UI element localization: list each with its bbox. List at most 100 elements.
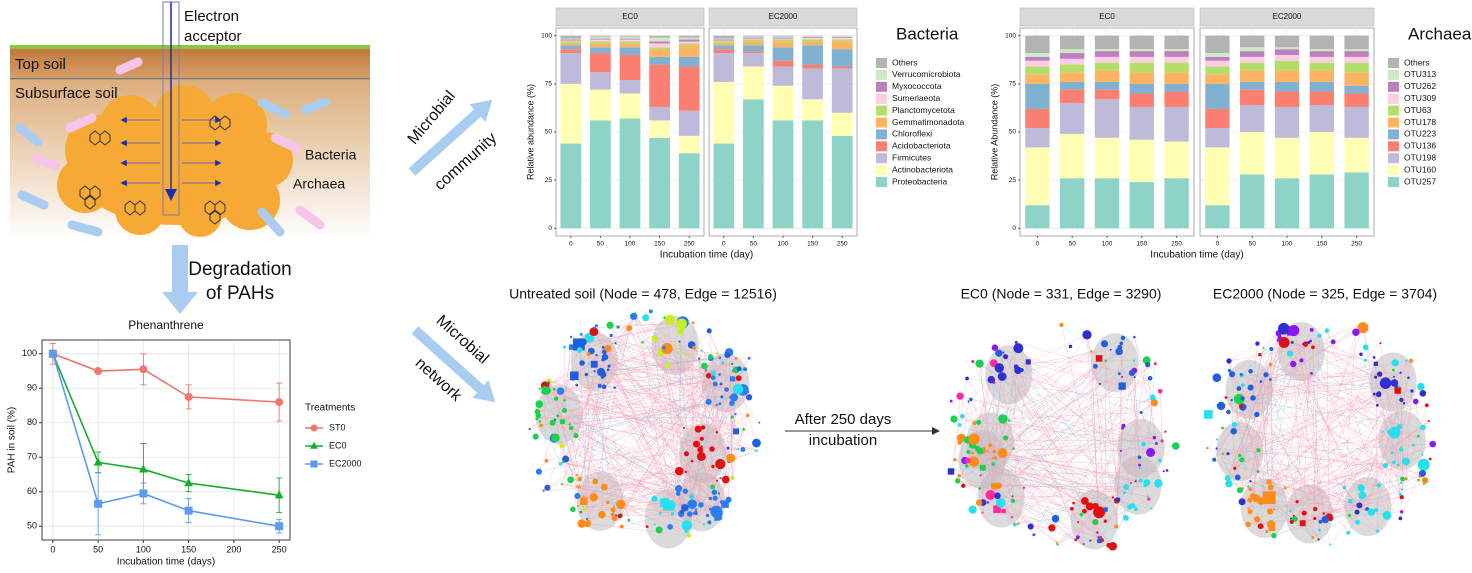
network-edge [959,396,985,449]
bar-segment [1060,58,1085,65]
network-node [1150,398,1159,407]
legend-marker [310,460,318,468]
network-edge [1241,381,1262,502]
network-node [1372,356,1376,359]
bar-segment [1094,178,1120,229]
network-edge [679,341,730,462]
network-edge [1273,420,1429,536]
bar-segment [1205,74,1230,84]
network-node [1011,495,1014,498]
network-edge [588,328,630,522]
network-node [627,518,631,522]
network-edge [544,393,596,482]
bar-segment [590,47,611,54]
bar-segment [619,43,641,48]
network-node [559,443,565,449]
network-node [1093,506,1106,519]
bar-segment [1274,137,1300,179]
network-node [957,423,962,427]
network-edge [1227,337,1280,479]
network-node [1299,358,1304,363]
network-node [708,496,713,501]
network-node [737,448,740,451]
network-node [1250,395,1256,401]
network-edge [999,367,1014,449]
network-node [1390,379,1399,387]
network-node [1363,358,1368,362]
network-edge [685,377,714,473]
bar-segment [1344,51,1369,57]
network-node [593,326,596,329]
network-edge [701,391,748,447]
bar-segment [590,89,611,121]
network-edge [990,347,1120,496]
network-edge [1234,372,1401,469]
network-edge [538,325,597,472]
legend-key [876,81,887,92]
network-edge [564,396,722,411]
network-node [1153,362,1157,366]
network-edge [587,523,689,536]
network-edge [1234,348,1272,469]
network-node [1160,439,1164,443]
network-edge [544,393,547,461]
bar-segment [1060,72,1085,82]
network-node [1318,519,1323,524]
network-edge [689,416,733,515]
network-edge [604,356,731,459]
bar-segment [772,36,794,38]
network-node [1419,469,1427,477]
network-edge [1242,406,1316,510]
network-edge [1270,401,1416,488]
network-edge [1018,467,1140,524]
bar-segment [1060,103,1085,134]
network-node [607,364,611,368]
network-node [975,359,984,368]
plot-border [708,27,858,237]
network-node [991,457,995,460]
y-tick-label: 90 [27,383,37,393]
network-edge [967,439,1106,522]
bar-segment [802,68,823,100]
network-edge [535,348,668,437]
network-node [732,383,744,395]
network-node [710,484,715,490]
network-node [733,428,740,435]
network-node [590,360,598,368]
network-edge [1090,537,1099,541]
bar-segment [560,49,582,54]
bar-segment [1094,137,1120,179]
network-edge [672,463,721,506]
network-node [542,489,545,492]
bar-segment [560,53,582,84]
bar-segment [1060,49,1085,54]
network-edge [570,312,636,480]
x-tick-label: 50 [1069,241,1077,248]
bar-segment [1164,49,1189,52]
network-node [956,433,966,443]
bar-segment [619,47,641,55]
network-node [1096,531,1099,534]
network-node [1269,347,1274,351]
network-edge [561,484,683,512]
network-node [606,368,610,372]
bar-segment [802,120,823,229]
network-edge [1083,526,1117,545]
network-node [1119,449,1123,452]
bar-segment [831,68,853,113]
network-edge [1099,373,1120,385]
network-node [1248,368,1253,374]
network-node [1032,533,1036,537]
network-node [1299,520,1306,527]
network-edge [962,416,1119,500]
network-node [1138,478,1143,483]
network-node [1216,401,1226,411]
network-node [1266,479,1272,485]
bar-segment [743,36,764,38]
network-node [1272,508,1276,511]
network-edge [572,378,748,416]
network-node [682,426,685,430]
network-edge [539,388,729,449]
network-node [610,512,615,517]
network-node [674,466,684,476]
